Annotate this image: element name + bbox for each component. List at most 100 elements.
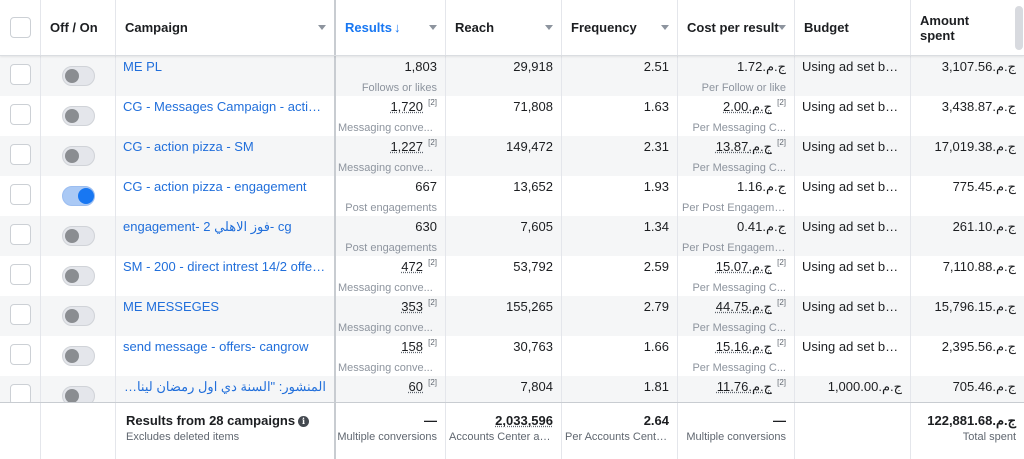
cost-footnote[interactable]: [2] bbox=[777, 138, 786, 147]
row-budget-cell: Using ad set bud... bbox=[795, 96, 911, 136]
table-row[interactable]: engagement- 2 فوز الاهلي- cg 630 Post en… bbox=[0, 216, 1024, 256]
header-budget-label: Budget bbox=[804, 20, 849, 35]
results-footnote[interactable]: [2] bbox=[428, 98, 437, 107]
row-results-cell: 1,803 Follows or likes bbox=[336, 56, 446, 96]
chevron-down-icon[interactable] bbox=[318, 25, 326, 30]
cost-value: ج.م.11.76 bbox=[716, 379, 772, 394]
row-budget-cell: ج.م.1,000.00 Lifetime bbox=[795, 376, 911, 416]
results-type: Messaging conve... bbox=[338, 282, 433, 294]
row-checkbox[interactable] bbox=[10, 104, 31, 125]
footer-budget bbox=[795, 403, 911, 459]
campaign-toggle[interactable] bbox=[62, 226, 95, 246]
campaign-name-link[interactable]: ME PL bbox=[123, 59, 163, 74]
row-results-cell: 472 [2] Messaging conve... bbox=[336, 256, 446, 296]
header-budget[interactable]: Budget bbox=[795, 0, 911, 55]
row-results-cell: 630 Post engagements bbox=[336, 216, 446, 256]
table-row[interactable]: ME MESSEGES 353 [2] Messaging conve... 1… bbox=[0, 296, 1024, 336]
cost-footnote[interactable]: [2] bbox=[777, 98, 786, 107]
results-footnote[interactable]: [2] bbox=[428, 138, 437, 147]
row-spent-cell: ج.م.15,796.15 bbox=[911, 296, 1024, 336]
sort-descending-icon: ↓ bbox=[393, 20, 401, 35]
reach-value: 7,605 bbox=[520, 219, 553, 234]
toggle-knob bbox=[78, 188, 94, 204]
footer-spent-sub: Total spent bbox=[962, 431, 1016, 443]
scrollbar-thumb[interactable] bbox=[1015, 6, 1023, 50]
toggle-knob bbox=[65, 69, 79, 83]
row-spent-cell: ج.م.775.45 bbox=[911, 176, 1024, 216]
toggle-knob bbox=[65, 389, 79, 403]
header-campaign[interactable]: Campaign bbox=[116, 0, 336, 55]
table-row[interactable]: ME PL 1,803 Follows or likes 29,918 2.51… bbox=[0, 56, 1024, 96]
row-checkbox[interactable] bbox=[10, 344, 31, 365]
row-campaign-cell: engagement- 2 فوز الاهلي- cg bbox=[116, 216, 336, 256]
cost-footnote[interactable]: [2] bbox=[777, 378, 786, 387]
table-row[interactable]: CG - Messages Campaign - action p... 1,7… bbox=[0, 96, 1024, 136]
results-footnote[interactable]: [2] bbox=[428, 378, 437, 387]
footer-summary: Results from 28 campaigns i Excludes dele… bbox=[116, 403, 336, 459]
table-row[interactable]: SM - 200 - direct intrest 14/2 offer –..… bbox=[0, 256, 1024, 296]
cost-footnote[interactable]: [2] bbox=[777, 338, 786, 347]
row-checkbox[interactable] bbox=[10, 264, 31, 285]
campaign-name-link[interactable]: CG - action pizza - engagement bbox=[123, 179, 307, 194]
results-value: 1,720 bbox=[390, 99, 423, 114]
footer-title-text: Results from 28 campaigns bbox=[126, 413, 296, 428]
chevron-down-icon[interactable] bbox=[545, 25, 553, 30]
campaign-name-link[interactable]: send message - offers- cangrow bbox=[123, 339, 309, 354]
row-reach-cell: 13,652 bbox=[446, 176, 562, 216]
header-cost-per-result[interactable]: Cost per result bbox=[678, 0, 795, 55]
chevron-down-icon[interactable] bbox=[778, 25, 786, 30]
footer-spent-value: ج.م.122,881.68 bbox=[927, 413, 1016, 428]
campaign-name-link[interactable]: CG - Messages Campaign - action p... bbox=[123, 99, 326, 114]
toggle-knob bbox=[65, 349, 79, 363]
row-reach-cell: 71,808 bbox=[446, 96, 562, 136]
chevron-down-icon[interactable] bbox=[429, 25, 437, 30]
campaign-name-link[interactable]: engagement- 2 فوز الاهلي- cg bbox=[123, 219, 292, 234]
table-row[interactable]: send message - offers- cangrow 158 [2] M… bbox=[0, 336, 1024, 376]
row-checkbox[interactable] bbox=[10, 304, 31, 325]
row-checkbox[interactable] bbox=[10, 224, 31, 245]
frequency-value: 2.51 bbox=[643, 59, 669, 74]
campaign-toggle[interactable] bbox=[62, 266, 95, 286]
campaign-toggle[interactable] bbox=[62, 66, 95, 86]
info-icon[interactable]: i bbox=[298, 416, 310, 427]
cost-type: Per Post Engagement bbox=[682, 202, 786, 214]
footer-cost-sub: Multiple conversions bbox=[686, 431, 786, 443]
row-checkbox[interactable] bbox=[10, 184, 31, 205]
row-reach-cell: 149,472 bbox=[446, 136, 562, 176]
cost-footnote[interactable]: [2] bbox=[777, 258, 786, 267]
campaign-name-link[interactable]: المنشور: "السنة دي اول رمضان لينا معاكوا… bbox=[123, 379, 326, 394]
row-checkbox[interactable] bbox=[10, 64, 31, 85]
header-reach[interactable]: Reach bbox=[446, 0, 562, 55]
campaign-name-link[interactable]: SM - 200 - direct intrest 14/2 offer –..… bbox=[123, 259, 326, 274]
cost-footnote[interactable]: [2] bbox=[777, 298, 786, 307]
campaign-name-link[interactable]: CG - action pizza - SM bbox=[123, 139, 254, 154]
table-row[interactable]: CG - action pizza - engagement 667 Post … bbox=[0, 176, 1024, 216]
results-footnote[interactable]: [2] bbox=[428, 298, 437, 307]
table-row[interactable]: CG - action pizza - SM 1,227 [2] Messagi… bbox=[0, 136, 1024, 176]
budget-value: Using ad set bud... bbox=[802, 59, 904, 74]
campaign-toggle[interactable] bbox=[62, 106, 95, 126]
amount-spent-value: ج.م.3,107.56 bbox=[941, 59, 1016, 74]
results-type: Messaging conve... bbox=[338, 122, 433, 134]
campaign-toggle[interactable] bbox=[62, 146, 95, 166]
row-checkbox[interactable] bbox=[10, 144, 31, 165]
footer-frequency-sub: Per Accounts Cente... bbox=[565, 431, 669, 443]
header-frequency[interactable]: Frequency bbox=[562, 0, 678, 55]
campaign-toggle[interactable] bbox=[62, 306, 95, 326]
results-type: Post engagements bbox=[345, 202, 437, 214]
row-frequency-cell: 2.31 bbox=[562, 136, 678, 176]
results-footnote[interactable]: [2] bbox=[428, 258, 437, 267]
footer-subtitle: Excludes deleted items bbox=[126, 431, 240, 443]
row-select-cell bbox=[0, 176, 41, 216]
select-all-checkbox[interactable] bbox=[10, 17, 31, 38]
results-footnote[interactable]: [2] bbox=[428, 338, 437, 347]
header-results[interactable]: Results ↓ bbox=[336, 0, 446, 55]
campaign-name-link[interactable]: ME MESSEGES bbox=[123, 299, 220, 314]
campaign-toggle[interactable] bbox=[62, 346, 95, 366]
header-amount-spent[interactable]: Amount spent bbox=[911, 0, 1024, 55]
campaign-toggle[interactable] bbox=[62, 186, 95, 206]
chevron-down-icon[interactable] bbox=[661, 25, 669, 30]
campaign-toggle[interactable] bbox=[62, 386, 95, 406]
header-toggle: Off / On bbox=[41, 0, 116, 55]
footer-results-value: — bbox=[424, 413, 437, 428]
